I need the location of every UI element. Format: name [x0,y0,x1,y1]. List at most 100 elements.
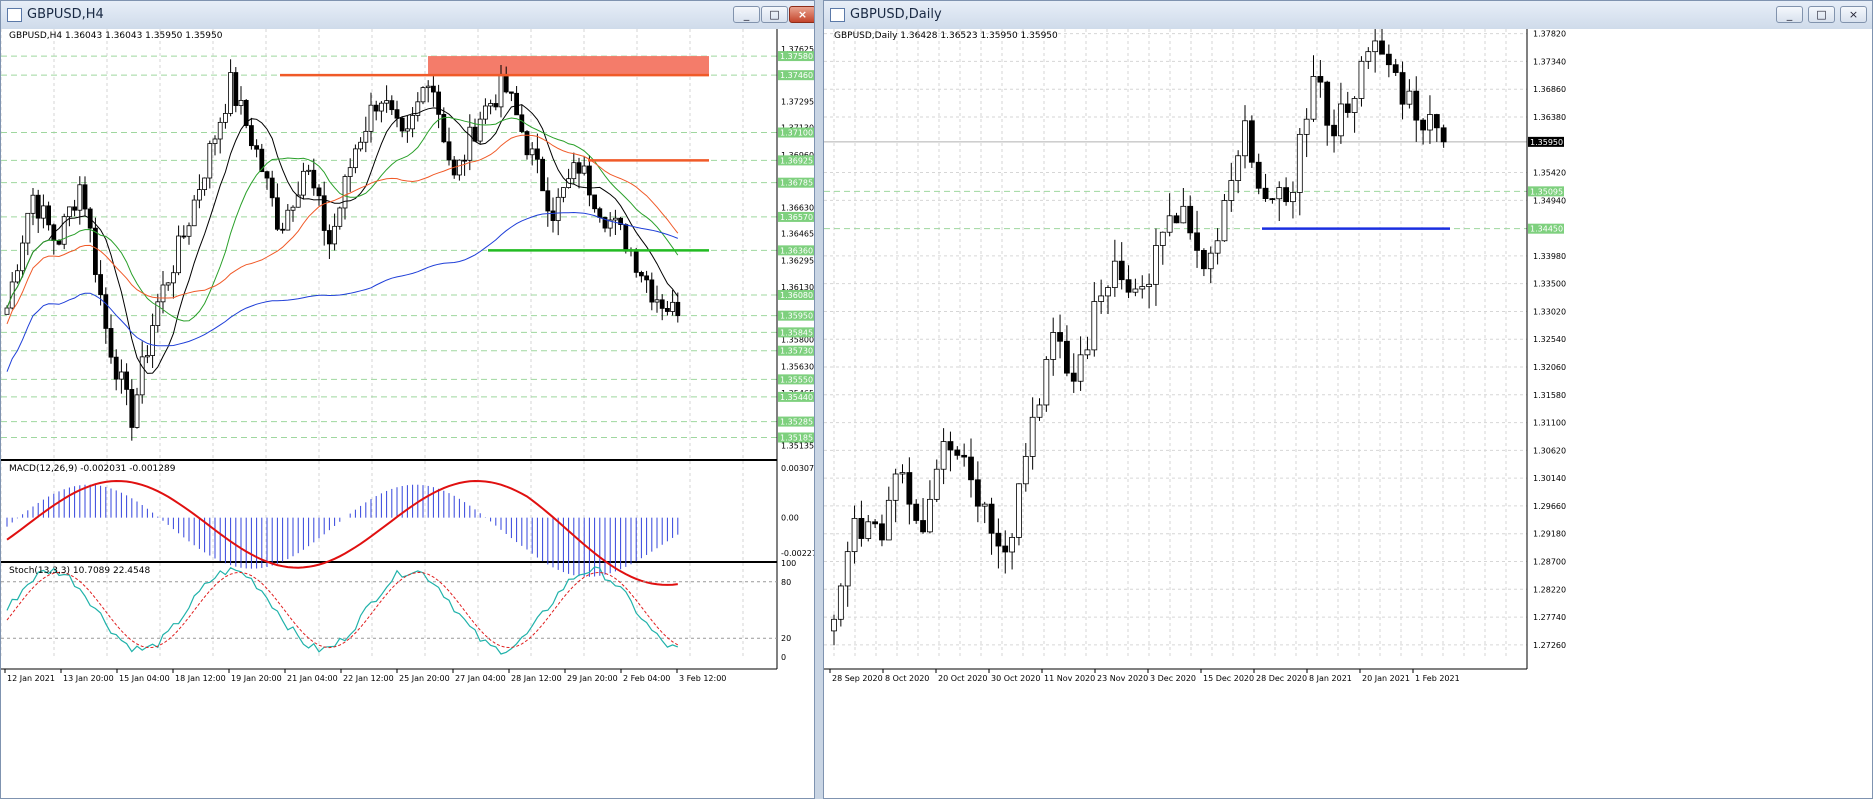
time-tick-label: 23 Nov 2020 [1097,674,1148,683]
candle [436,91,442,115]
price-tick-label: 1.37820 [1533,30,1566,39]
candle [337,207,343,227]
price-tick-label: 1.36960 [781,151,814,160]
price-tick-label: 1.36465 [781,230,814,239]
candle [602,217,608,229]
candle [30,194,36,214]
price-tick-label: 1.36860 [1533,85,1566,94]
left-chart-window[interactable]: GBPUSD,H4 _ □ × GBPUSD,H4 1.36043 1.3604… [0,0,815,799]
resistance-zone [428,56,709,76]
candle [311,169,317,189]
ma-orange-line [6,134,679,325]
daily-chart-area[interactable]: GBPUSD,Daily 1.36428 1.36523 1.35950 1.3… [824,29,1872,799]
candle [404,128,410,132]
minimize-icon: _ [743,8,750,21]
candle [233,72,239,106]
candle [176,235,182,274]
left-maximize-button[interactable]: □ [761,6,788,23]
candle [1392,64,1399,73]
time-tick-label: 1 Feb 2021 [1415,674,1460,683]
time-tick-label: 20 Jan 2021 [1362,674,1410,683]
candle [913,503,920,521]
right-window-titlebar[interactable]: GBPUSD,Daily _ □ × [824,1,1872,30]
stoch-main-line [6,566,679,655]
time-tick-label: 13 Jan 20:00 [63,674,114,683]
price-tick-label: 1.32540 [1533,335,1566,344]
candle [1406,90,1413,105]
level-price-label: 1.35285 [780,418,813,427]
candle [155,301,161,326]
candle [326,230,332,245]
maximize-icon: □ [769,8,780,21]
candle [540,158,545,192]
candle [295,194,301,208]
left-minimize-button[interactable]: _ [733,6,760,23]
candle [1379,40,1385,55]
candle [981,503,988,507]
price-tick-label: 1.32060 [1533,363,1566,372]
candle [467,126,473,161]
candle [906,472,913,505]
candle [550,210,556,221]
h4-chart-area[interactable]: GBPUSD,H4 1.36043 1.36043 1.35950 1.3595… [1,29,814,799]
candle [124,371,129,390]
candle [399,117,405,132]
candle [865,521,872,539]
candle [519,114,525,132]
candle [1372,40,1379,53]
left-close-button[interactable]: × [789,6,814,23]
candle [961,454,968,458]
right-chart-window[interactable]: GBPUSD,Daily _ □ × GBPUSD,Daily 1.36428 … [823,0,1873,799]
candle [129,389,135,428]
candle [1070,372,1077,382]
price-tick-label: 1.34940 [1533,196,1566,205]
level-price-label: 1.35095 [1530,187,1563,196]
candle [1022,456,1029,485]
candle [493,103,499,108]
candle [1009,536,1016,553]
chart-window-icon [830,8,845,22]
left-window-titlebar[interactable]: GBPUSD,H4 _ □ × [1,1,814,30]
macd-tick-label: 0.003076 [781,464,814,473]
right-close-button[interactable]: × [1840,6,1867,23]
candle [1166,215,1173,233]
price-tick-label: 1.33500 [1533,280,1566,289]
candle [1077,354,1084,382]
candle [1180,205,1187,224]
candle [300,170,306,196]
candle [212,138,218,144]
candle [347,167,353,177]
level-price-label: 1.36570 [780,213,813,222]
candle [342,176,348,209]
candle [1139,286,1146,290]
candle [316,187,322,197]
right-minimize-button[interactable]: _ [1776,6,1803,23]
time-tick-label: 20 Oct 2020 [938,674,987,683]
right-maximize-button[interactable]: □ [1808,6,1835,23]
candle [571,162,577,180]
price-tick-label: 1.36295 [781,257,814,266]
time-tick-label: 8 Jan 2021 [1309,674,1352,683]
candle [597,208,603,218]
candle [892,473,899,501]
level-price-tag [778,155,814,166]
level-price-label: 1.37100 [780,129,813,138]
price-tick-label: 1.27260 [1533,641,1566,650]
time-tick-label: 2 Feb 04:00 [623,674,670,683]
price-tick-label: 1.27740 [1533,613,1566,622]
price-tick-label: 1.33020 [1533,307,1566,316]
candle [191,199,197,227]
candle [207,143,213,179]
candle [1324,81,1331,126]
candle [35,194,41,219]
level-price-label: 1.35440 [780,393,813,402]
candle [581,165,587,174]
candle [555,196,561,221]
price-tick-label: 1.35135 [781,441,814,450]
level-price-tag [778,51,814,62]
right-window-title: GBPUSD,Daily [850,7,942,22]
candle [1057,332,1063,342]
price-tick-label: 1.28700 [1533,557,1566,566]
candle [940,441,947,470]
stoch-signal-line [6,571,679,649]
